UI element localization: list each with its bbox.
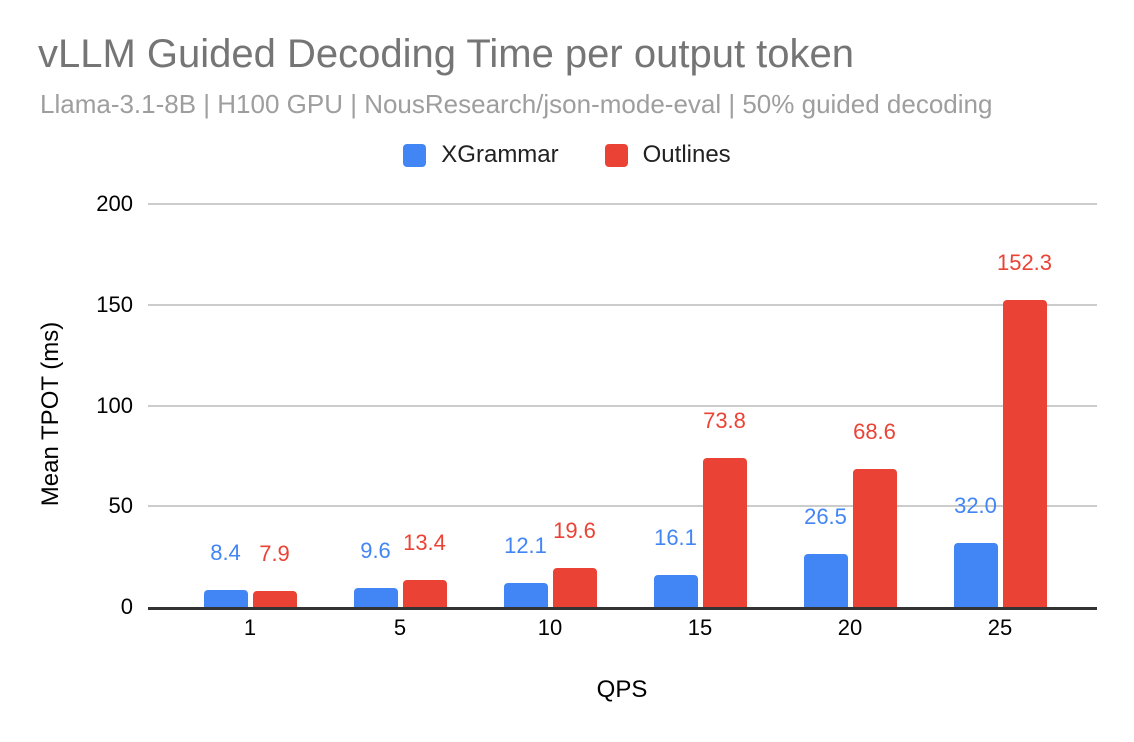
bar-value-label: 7.9 (259, 541, 290, 567)
x-tick-label-20: 20 (837, 615, 863, 640)
y-tick-label-50: 50 (108, 493, 133, 519)
bar-value-label: 13.4 (403, 530, 446, 555)
y-tick-label-150: 150 (96, 291, 133, 317)
bar-xgrammar-qps25 (953, 542, 998, 607)
bar-value-label: 32.0 (954, 492, 997, 518)
bar-value-label: 9.6 (360, 537, 391, 563)
legend: XGrammar Outlines (0, 141, 1134, 169)
bar-value-label: 73.8 (703, 408, 746, 434)
bar-outlines-qps5 (402, 580, 447, 607)
chart-subtitle: Llama-3.1-8B | H100 GPU | NousResearch/j… (40, 89, 993, 119)
x-tick-label-1: 1 (243, 615, 257, 640)
gridline-200 (148, 203, 1097, 205)
x-tick-label-5: 5 (393, 615, 407, 640)
x-axis-title: QPS (596, 676, 648, 703)
bar-value-label: 26.5 (804, 503, 847, 529)
x-axis-line (148, 607, 1097, 610)
x-tick-label-25: 25 (987, 615, 1013, 640)
legend-swatch-outlines (604, 143, 628, 167)
legend-label: Outlines (642, 141, 731, 168)
bar-value-label: 16.1 (654, 524, 697, 550)
bar-xgrammar-qps15 (653, 574, 698, 607)
bar-outlines-qps20 (852, 468, 897, 607)
gridline-150 (148, 303, 1097, 306)
bar-xgrammar-qps20 (803, 553, 848, 607)
bar-value-label: 8.4 (210, 540, 241, 566)
bar-xgrammar-qps1 (203, 590, 248, 607)
legend-swatch-xgrammar (403, 143, 427, 167)
bar-xgrammar-qps10 (503, 582, 548, 607)
chart-title: vLLM Guided Decoding Time per output tok… (38, 32, 855, 76)
bar-value-label: 19.6 (553, 517, 596, 543)
bar-outlines-qps10 (552, 567, 597, 607)
legend-label: XGrammar (441, 141, 559, 168)
bar-value-label: 152.3 (996, 250, 1053, 276)
y-tick-label-100: 100 (96, 392, 133, 418)
x-tick-label-15: 15 (687, 615, 713, 640)
bar-xgrammar-qps5 (353, 587, 398, 607)
bar-outlines-qps15 (702, 458, 747, 607)
bar-value-label: 68.6 (853, 418, 896, 444)
y-tick-label-200: 200 (96, 191, 133, 216)
y-tick-label-0: 0 (120, 594, 133, 619)
gridline-50 (148, 505, 1097, 508)
x-tick-label-10: 10 (537, 615, 563, 640)
plot-area: 8.4 7.9 9.6 13.4 12.1 19.6 16.1 73.8 26.5 68.6 32.… (148, 203, 1097, 610)
gridline-100 (148, 404, 1097, 407)
legend-item-outlines: Outlines (604, 141, 731, 169)
bar-outlines-qps1 (252, 591, 297, 607)
legend-item-xgrammar: XGrammar (403, 141, 559, 169)
bar-value-label: 12.1 (504, 532, 547, 558)
bar-outlines-qps25 (1002, 300, 1047, 607)
